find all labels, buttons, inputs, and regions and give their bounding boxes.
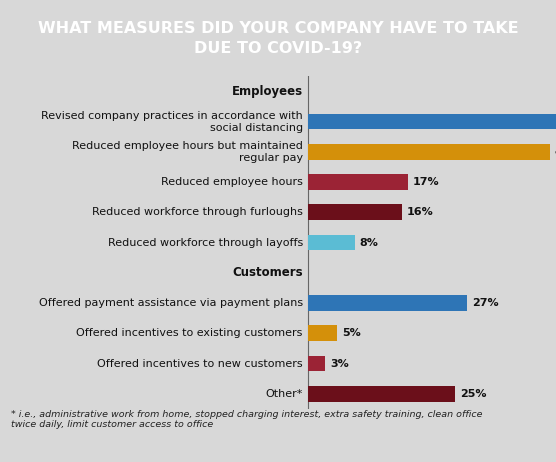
Text: Offered incentives to new customers: Offered incentives to new customers bbox=[97, 359, 303, 369]
Bar bbox=[307, 114, 556, 129]
Text: 27%: 27% bbox=[472, 298, 499, 308]
Text: Offered payment assistance via payment plans: Offered payment assistance via payment p… bbox=[39, 298, 303, 308]
Text: 25%: 25% bbox=[460, 389, 486, 399]
Text: * i.e., administrative work from home, stopped charging interest, extra safety t: * i.e., administrative work from home, s… bbox=[11, 410, 483, 429]
Bar bbox=[307, 325, 337, 341]
Text: 8%: 8% bbox=[360, 237, 379, 248]
Bar bbox=[307, 386, 455, 401]
Text: Other*: Other* bbox=[265, 389, 303, 399]
Text: Offered incentives to existing customers: Offered incentives to existing customers bbox=[77, 328, 303, 338]
Bar bbox=[307, 235, 355, 250]
Text: Reduced workforce through layoffs: Reduced workforce through layoffs bbox=[108, 237, 303, 248]
Text: 16%: 16% bbox=[407, 207, 434, 217]
Text: 17%: 17% bbox=[413, 177, 439, 187]
Bar bbox=[307, 295, 467, 311]
Bar bbox=[307, 144, 550, 160]
Bar bbox=[307, 174, 408, 190]
Text: WHAT MEASURES DID YOUR COMPANY HAVE TO TAKE
DUE TO COVID-19?: WHAT MEASURES DID YOUR COMPANY HAVE TO T… bbox=[38, 21, 518, 55]
Text: Revised company practices in accordance with
social distancing: Revised company practices in accordance … bbox=[41, 110, 303, 133]
Text: Customers: Customers bbox=[232, 266, 303, 280]
Bar bbox=[307, 356, 325, 371]
Bar bbox=[307, 205, 402, 220]
Text: Reduced workforce through furloughs: Reduced workforce through furloughs bbox=[92, 207, 303, 217]
Text: 5%: 5% bbox=[342, 328, 361, 338]
Text: Employees: Employees bbox=[232, 85, 303, 98]
Text: 41%: 41% bbox=[555, 147, 556, 157]
Text: Reduced employee hours but maintained
regular pay: Reduced employee hours but maintained re… bbox=[72, 141, 303, 163]
Text: 3%: 3% bbox=[330, 359, 349, 369]
Text: Reduced employee hours: Reduced employee hours bbox=[161, 177, 303, 187]
